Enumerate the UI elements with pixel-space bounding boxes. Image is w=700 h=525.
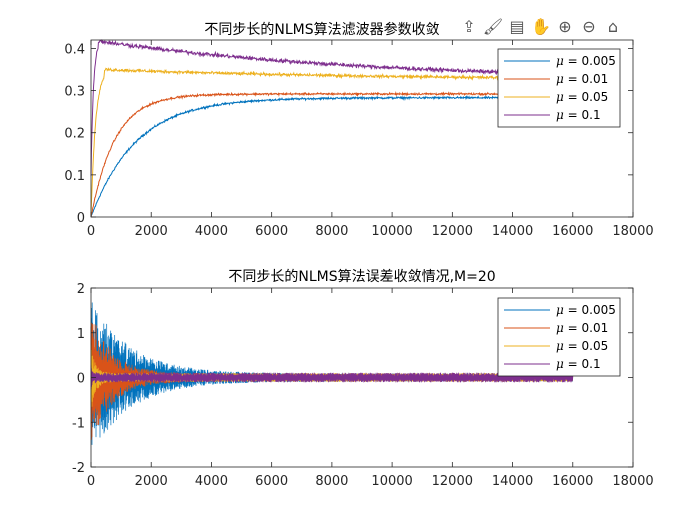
legend-value: = 0.005 xyxy=(564,303,616,317)
y-tick-label: 1 xyxy=(77,327,85,342)
x-tick-label: 10000 xyxy=(371,474,412,489)
y-ticks: 0 0.1 0.2 0.3 0.4 xyxy=(64,42,633,226)
legend-label: μ = 0.05 xyxy=(556,339,608,353)
legend-mu: μ xyxy=(556,339,564,353)
series-line-1 xyxy=(90,94,574,218)
brush-icon[interactable]: 🖌 xyxy=(482,16,504,36)
legend-value: = 0.05 xyxy=(564,339,608,353)
x-tick-label: 8000 xyxy=(315,224,348,239)
axes-box xyxy=(90,39,634,218)
axes-toolbar: ⇪ 🖌 ▤ ✋ ⊕ ⊖ ⌂ xyxy=(459,14,623,38)
x-tick-label: 10000 xyxy=(371,224,412,239)
home-icon[interactable]: ⌂ xyxy=(607,16,619,36)
export-icon[interactable]: ⇪ xyxy=(462,16,476,36)
x-ticks: 0 2000 4000 6000 8000 10000 12000 14000 16000 180… xyxy=(87,40,654,239)
zoom-out-icon[interactable]: ⊖ xyxy=(582,16,596,36)
x-tick-label: 0 xyxy=(87,224,95,239)
legend-value: = 0.1 xyxy=(564,357,601,371)
legend-value: = 0.01 xyxy=(564,321,608,335)
legend-label: μ = 0.005 xyxy=(556,54,616,68)
legend-value: = 0.01 xyxy=(564,72,608,86)
x-tick-label: 16000 xyxy=(552,224,593,239)
chart-title: 不同步长的NLMS算法滤波器参数收敛 xyxy=(204,21,439,38)
datatip-icon[interactable]: ▤ xyxy=(509,16,525,36)
legend-mu: μ xyxy=(556,321,564,335)
legend-mu: μ xyxy=(556,90,564,104)
series-line-2 xyxy=(90,90,574,218)
y-tick-label: -1 xyxy=(72,416,85,431)
legend-value: = 0.05 xyxy=(564,90,608,104)
legend-label: μ = 0.01 xyxy=(556,321,608,335)
x-tick-label: 18000 xyxy=(612,474,653,489)
x-tick-label: 12000 xyxy=(432,474,473,489)
legend-box xyxy=(497,48,621,128)
series-line-3 xyxy=(90,67,574,216)
legend-label: μ = 0.05 xyxy=(556,90,608,104)
series-lines xyxy=(90,302,574,445)
y-tick-label: 0.4 xyxy=(64,42,85,57)
legend-mu: μ xyxy=(556,357,564,371)
series-line-4 xyxy=(90,38,574,177)
x-tick-label: 2000 xyxy=(135,224,168,239)
x-tick-label: 6000 xyxy=(255,474,288,489)
y-tick-label: 2 xyxy=(77,282,85,297)
x-tick-label: 8000 xyxy=(315,474,348,489)
convergence-axes: 0 2000 4000 6000 8000 10000 12000 14000 16000 180… xyxy=(64,21,653,239)
y-tick-label: -2 xyxy=(72,461,85,476)
legend-label: μ = 0.01 xyxy=(556,72,608,86)
error-axes: 0 2000 4000 6000 8000 10000 12000 14000 16000 180… xyxy=(72,269,654,489)
y-ticks: -2 -1 0 1 2 xyxy=(72,282,633,476)
y-tick-label: 0 xyxy=(77,211,85,226)
x-ticks: 0 2000 4000 6000 8000 10000 12000 14000 16000 180… xyxy=(87,288,654,489)
y-tick-label: 0 xyxy=(77,372,85,387)
legend-box xyxy=(497,297,621,377)
legend-value: = 0.005 xyxy=(564,54,616,68)
series-lines xyxy=(90,38,574,218)
legend-label: μ = 0.1 xyxy=(556,357,601,371)
x-tick-label: 2000 xyxy=(135,474,168,489)
x-tick-label: 6000 xyxy=(255,224,288,239)
x-tick-label: 16000 xyxy=(552,474,593,489)
series-line-4 xyxy=(90,365,574,390)
x-tick-label: 14000 xyxy=(492,224,533,239)
x-tick-label: 0 xyxy=(87,474,95,489)
x-tick-label: 12000 xyxy=(432,224,473,239)
legend-value: = 0.1 xyxy=(564,108,601,122)
legend-mu: μ xyxy=(556,303,564,317)
x-tick-label: 4000 xyxy=(195,474,228,489)
pan-icon[interactable]: ✋ xyxy=(531,16,551,36)
y-tick-label: 0.3 xyxy=(64,85,85,100)
legend-label: μ = 0.1 xyxy=(556,108,601,122)
x-tick-label: 4000 xyxy=(195,224,228,239)
legend-mu: μ xyxy=(556,72,564,86)
legend-mu: μ xyxy=(556,54,564,68)
zoom-in-icon[interactable]: ⊕ xyxy=(558,16,572,36)
y-tick-label: 0.2 xyxy=(64,127,85,142)
x-tick-label: 14000 xyxy=(492,474,533,489)
legend-mu: μ xyxy=(556,108,564,122)
legend-label: μ = 0.005 xyxy=(556,303,616,317)
y-tick-label: 0.1 xyxy=(64,169,85,184)
x-tick-label: 18000 xyxy=(612,224,653,239)
chart-title: 不同步长的NLMS算法误差收敛情况,M=20 xyxy=(228,269,495,285)
